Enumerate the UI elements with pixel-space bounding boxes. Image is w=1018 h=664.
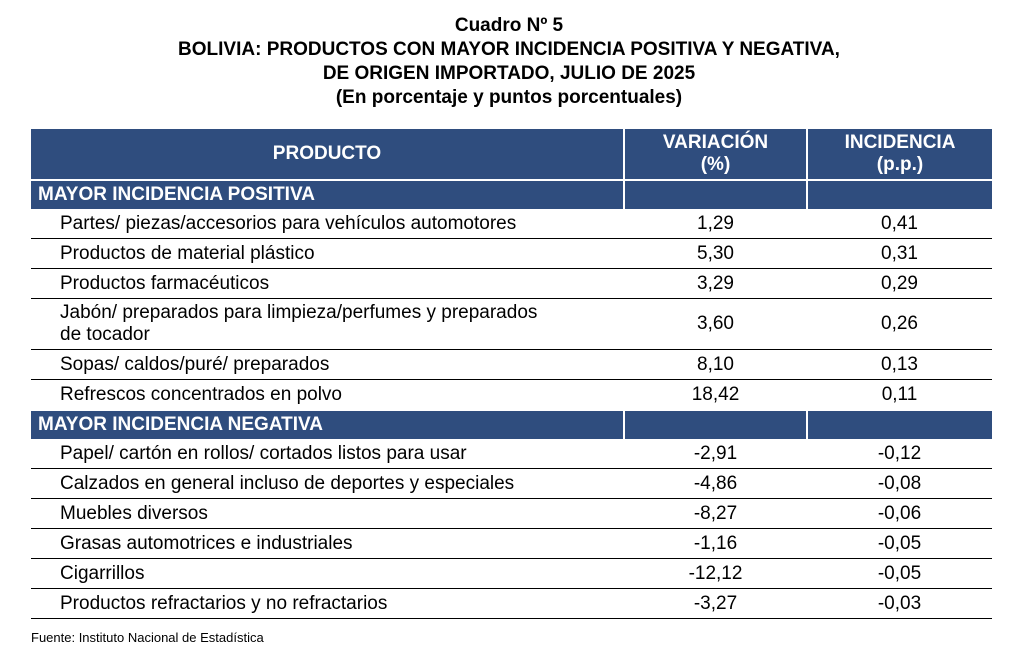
title-line-1: Cuadro Nº 5	[454, 15, 564, 36]
header-incidencia-line-1: INCIDENCIA	[844, 132, 956, 153]
cell-producto: Productos de material plástico	[31, 238, 624, 269]
section-row-positiva: MAYOR INCIDENCIA POSITIVA	[31, 179, 992, 209]
header-variacion-line-1: VARIACIÓN	[662, 132, 769, 153]
cell-variacion: 5,30	[624, 238, 807, 269]
cell-variacion: 3,60	[624, 298, 807, 350]
table-row: Productos de material plástico 5,30 0,31	[31, 238, 992, 269]
cell-producto-line-1: Jabón/ preparados para limpieza/perfumes…	[60, 302, 538, 323]
cell-incidencia: 0,11	[807, 379, 992, 411]
cell-producto-line-2: de tocador	[60, 324, 150, 345]
cell-incidencia: -0,06	[807, 498, 992, 529]
cell-incidencia: 0,31	[807, 238, 992, 269]
table-title: Cuadro Nº 5 BOLIVIA: PRODUCTOS CON MAYOR…	[0, 14, 1018, 110]
cell-incidencia: 0,41	[807, 209, 992, 239]
header-row: PRODUCTO VARIACIÓN (%) INCIDENCIA (p.p.)	[31, 129, 992, 180]
cell-incidencia: -0,05	[807, 528, 992, 559]
section-row-negativa: MAYOR INCIDENCIA NEGATIVA	[31, 409, 992, 439]
table-row: Partes/ piezas/accesorios para vehículos…	[31, 209, 992, 239]
table-row: Sopas/ caldos/puré/ preparados 8,10 0,13	[31, 349, 992, 380]
table-row: Jabón/ preparados para limpieza/perfumes…	[31, 298, 992, 350]
cell-producto: Productos refractarios y no refractarios	[31, 588, 624, 619]
table-row: Papel/ cartón en rollos/ cortados listos…	[31, 439, 992, 469]
cell-producto: Grasas automotrices e industriales	[31, 528, 624, 559]
title-line-3: DE ORIGEN IMPORTADO, JULIO DE 2025	[322, 63, 696, 84]
table-row: Productos refractarios y no refractarios…	[31, 588, 992, 619]
header-variacion-line-2: (%)	[700, 154, 731, 175]
cell-variacion: 3,29	[624, 268, 807, 299]
table-row: Calzados en general incluso de deportes …	[31, 468, 992, 499]
cell-variacion: -12,12	[624, 558, 807, 589]
cell-variacion: 18,42	[624, 379, 807, 411]
cell-variacion: -2,91	[624, 439, 807, 469]
cell-incidencia: 0,29	[807, 268, 992, 299]
table-row: Muebles diversos -8,27 -0,06	[31, 498, 992, 529]
source-note: Fuente: Instituto Nacional de Estadístic…	[31, 630, 264, 645]
cell-producto: Partes/ piezas/accesorios para vehículos…	[31, 209, 624, 239]
table-row: Productos farmacéuticos 3,29 0,29	[31, 268, 992, 299]
title-line-4: (En porcentaje y puntos porcentuales)	[335, 87, 683, 108]
cell-producto: Calzados en general incluso de deportes …	[31, 468, 624, 499]
table-row: Cigarrillos -12,12 -0,05	[31, 558, 992, 589]
section-label: MAYOR INCIDENCIA NEGATIVA	[31, 409, 625, 439]
cell-incidencia: -0,03	[807, 588, 992, 619]
cell-variacion: -1,16	[624, 528, 807, 559]
table-row: Grasas automotrices e industriales -1,16…	[31, 528, 992, 559]
cell-incidencia: 0,26	[807, 298, 992, 350]
cell-variacion: -3,27	[624, 588, 807, 619]
cell-producto: Jabón/ preparados para limpieza/perfumes…	[31, 298, 624, 350]
cell-producto: Refrescos concentrados en polvo	[31, 379, 624, 411]
cell-incidencia: -0,05	[807, 558, 992, 589]
cell-incidencia: -0,12	[807, 439, 992, 469]
cell-variacion: 1,29	[624, 209, 807, 239]
title-line-2: BOLIVIA: PRODUCTOS CON MAYOR INCIDENCIA …	[178, 39, 840, 60]
cell-variacion: 8,10	[624, 349, 807, 380]
cell-producto: Papel/ cartón en rollos/ cortados listos…	[31, 439, 624, 469]
cell-incidencia: -0,08	[807, 468, 992, 499]
header-incidencia: INCIDENCIA (p.p.)	[807, 129, 992, 180]
header-incidencia-line-2: (p.p.)	[876, 154, 924, 175]
table-row: Refrescos concentrados en polvo 18,42 0,…	[31, 379, 992, 411]
header-producto: PRODUCTO	[31, 129, 625, 180]
section-label: MAYOR INCIDENCIA POSITIVA	[31, 179, 625, 209]
cell-producto: Sopas/ caldos/puré/ preparados	[31, 349, 624, 380]
cell-variacion: -8,27	[624, 498, 807, 529]
header-variacion: VARIACIÓN (%)	[624, 129, 808, 180]
cell-producto: Productos farmacéuticos	[31, 268, 624, 299]
data-table: PRODUCTO VARIACIÓN (%) INCIDENCIA (p.p.)…	[31, 129, 992, 619]
cell-variacion: -4,86	[624, 468, 807, 499]
cell-incidencia: 0,13	[807, 349, 992, 380]
cell-producto: Cigarrillos	[31, 558, 624, 589]
cell-producto: Muebles diversos	[31, 498, 624, 529]
